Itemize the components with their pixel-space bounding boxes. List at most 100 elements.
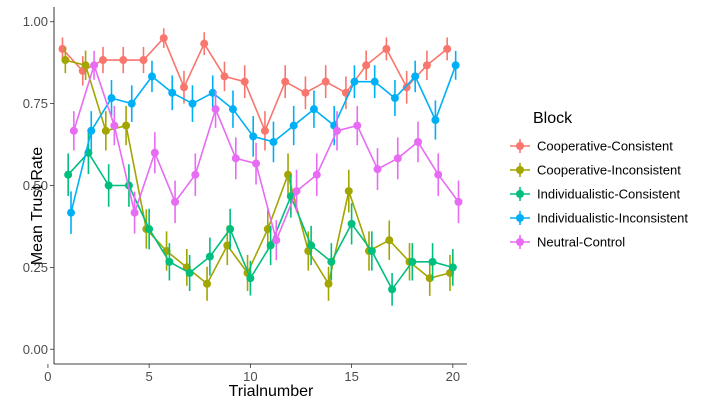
data-point [362, 61, 371, 70]
data-point [324, 279, 333, 288]
data-point [168, 88, 177, 97]
data-point [272, 236, 281, 245]
legend-title: Block [533, 110, 573, 127]
legend-label: Cooperative-Consistent [537, 139, 673, 154]
data-point [252, 159, 261, 168]
data-point [353, 121, 362, 130]
legend: Block Cooperative-Consistent Cooperative-… [510, 110, 688, 250]
data-point [228, 105, 237, 114]
data-point [246, 274, 255, 283]
data-point [145, 225, 154, 234]
data-point [393, 154, 402, 163]
data-point [263, 225, 272, 234]
data-point [370, 77, 379, 86]
data-point [321, 77, 330, 86]
legend-key-point [516, 166, 524, 174]
x-tick-label: 20 [446, 369, 460, 384]
data-point [281, 77, 290, 86]
data-point [289, 121, 298, 130]
data-point [350, 77, 359, 86]
data-point [185, 268, 194, 277]
data-point [110, 121, 119, 130]
data-point [292, 187, 301, 196]
legend-item: Cooperative-Consistent [510, 139, 673, 154]
legend-key-point [516, 142, 524, 150]
data-point [309, 105, 318, 114]
series-individualistic-inconsistent [67, 50, 460, 234]
data-point [211, 105, 220, 114]
data-point [159, 34, 168, 43]
data-point [165, 257, 174, 266]
data-point [411, 72, 420, 81]
data-point [431, 115, 440, 124]
data-point [367, 247, 376, 256]
data-point [240, 77, 249, 86]
legend-key-point [516, 190, 524, 198]
data-point [231, 154, 240, 163]
legend-item: Individualistic-Consistent [510, 187, 680, 202]
data-point [119, 56, 128, 65]
data-point [388, 285, 397, 294]
data-point [347, 219, 356, 228]
data-point [171, 197, 180, 206]
data-point [448, 263, 457, 272]
data-point [414, 137, 423, 146]
data-point [208, 88, 217, 97]
data-point [425, 274, 434, 283]
data-point [434, 170, 443, 179]
data-point [226, 225, 235, 234]
legend-item: Cooperative-Inconsistent [510, 163, 681, 178]
data-point [191, 170, 200, 179]
y-axis-label: Mean Trust Rate [29, 147, 46, 265]
data-point [454, 197, 463, 206]
data-point [284, 170, 293, 179]
data-point [402, 83, 411, 92]
data-point [203, 279, 212, 288]
data-point [122, 121, 131, 130]
legend-key-point [516, 238, 524, 246]
data-point [188, 99, 197, 108]
data-point [422, 61, 431, 70]
data-point [443, 44, 452, 53]
data-point [408, 257, 417, 266]
data-point [127, 99, 136, 108]
data-point [269, 137, 278, 146]
data-point [98, 56, 107, 65]
data-point [90, 61, 99, 70]
series-line [70, 65, 457, 213]
x-tick-label: 10 [243, 369, 257, 384]
plot-marks [58, 28, 463, 306]
series-cooperative-consistent [58, 28, 452, 151]
data-point [344, 187, 353, 196]
legend-item: Individualistic-Inconsistent [510, 211, 688, 226]
data-point [223, 241, 232, 250]
data-point [333, 126, 342, 135]
data-point [130, 208, 139, 217]
data-point [451, 61, 460, 70]
series-line [61, 37, 448, 132]
data-point [139, 56, 148, 65]
data-point [87, 126, 96, 135]
data-point [101, 126, 110, 135]
series-neutral-control [69, 50, 463, 261]
legend-label: Individualistic-Inconsistent [537, 211, 688, 226]
data-point [104, 181, 113, 190]
legend-item: Neutral-Control [510, 235, 625, 250]
series-line [67, 151, 454, 291]
axes: 0.00 0.25 0.50 0.75 1.00 0 5 10 15 20 [23, 7, 467, 384]
data-point [200, 39, 209, 48]
data-point [382, 44, 391, 53]
data-point [390, 94, 399, 103]
data-point [61, 56, 70, 65]
data-point [373, 165, 382, 174]
data-point [179, 83, 188, 92]
data-point [150, 148, 159, 157]
x-axis-label: Trialnumber [229, 383, 314, 400]
x-tick-label: 0 [44, 369, 51, 384]
data-point [67, 208, 76, 217]
y-tick-label: 0.00 [23, 342, 48, 357]
legend-label: Individualistic-Consistent [537, 187, 680, 202]
data-point [327, 257, 336, 266]
data-point [428, 257, 437, 266]
